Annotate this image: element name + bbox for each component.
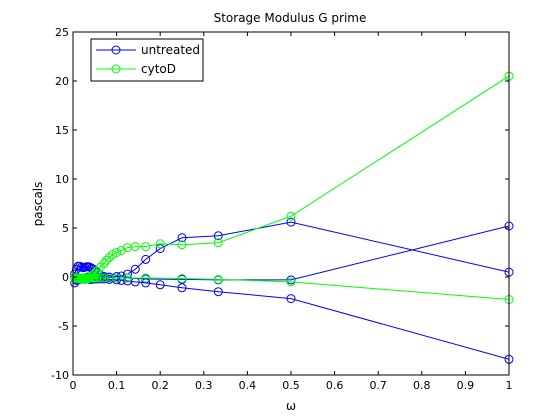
untreated-point <box>286 217 296 227</box>
untreated-point <box>155 244 165 254</box>
untreated-point <box>177 233 187 243</box>
cytod-point <box>116 246 126 255</box>
x-tick-label: 0.5 <box>282 379 300 392</box>
cytod-point <box>213 274 223 284</box>
y-tick-label: 0 <box>62 271 69 284</box>
x-tick-label: 0.4 <box>239 379 257 392</box>
axes-layer: 0 0.1 0.2 0.3 0.4 0.5 0.6 0.7 0.8 0.9 1 -10 -5 0 5 10 15… <box>51 26 512 392</box>
x-tick-label: 0 <box>70 379 77 392</box>
untreated-point <box>177 283 187 293</box>
cytod-point <box>112 273 122 283</box>
x-tick-label: 0.8 <box>413 379 431 392</box>
cytod-point <box>104 252 114 262</box>
y-tick-label: 15 <box>55 124 69 137</box>
plot-area <box>73 32 509 375</box>
legend-marker-untreated <box>111 45 121 55</box>
cytod-point <box>104 273 114 283</box>
untreated-point <box>286 294 296 304</box>
cytod-point <box>286 211 296 221</box>
cytod-point <box>102 255 111 265</box>
chart-title: Storage Modulus G prime <box>214 11 367 25</box>
x-tick-label: 0.9 <box>457 379 475 392</box>
legend-label-untreated: untreated <box>141 43 200 57</box>
untreated-point <box>141 254 151 264</box>
y-axis-label: pascals <box>31 182 45 227</box>
cytod-point <box>99 273 109 283</box>
data-layer <box>70 71 514 364</box>
cytod-point <box>141 273 151 283</box>
untreated-point <box>130 264 140 274</box>
legend: untreated cytoD <box>90 38 204 82</box>
legend-box <box>90 38 204 82</box>
untreated-point <box>116 275 126 285</box>
legend-label-cytod: cytoD <box>141 62 176 76</box>
x-tick-label: 0.6 <box>326 379 344 392</box>
cytod-point <box>286 277 296 287</box>
legend-entries: untreated cytoD <box>96 43 200 76</box>
y-tick-label: -5 <box>58 320 69 333</box>
y-tick-label: 10 <box>55 173 69 186</box>
cytod-point <box>177 240 187 250</box>
y-tick-label: -10 <box>51 369 69 382</box>
x-tick-label: 1 <box>506 379 513 392</box>
x-tick-label: 0.7 <box>369 379 387 392</box>
cytod-point <box>155 239 165 249</box>
x-axis-label: ω <box>286 399 296 413</box>
y-tick-label: 20 <box>55 75 69 88</box>
untreated-point <box>213 231 223 241</box>
untreated-point <box>155 280 165 290</box>
legend-marker-cytod <box>111 64 121 74</box>
x-tick-label: 0.3 <box>195 379 213 392</box>
cytod-point <box>130 242 140 252</box>
untreated-point <box>213 287 223 297</box>
cytod-point <box>95 273 105 283</box>
cytod-point <box>90 268 100 278</box>
y-tick-label: 25 <box>55 26 69 39</box>
cytod-point <box>123 273 132 283</box>
cytod-point <box>177 274 187 283</box>
cytod-point <box>99 258 109 268</box>
x-tick-label: 0.2 <box>151 379 169 392</box>
y-tick-label: 5 <box>62 222 69 235</box>
x-tick-label: 0.1 <box>108 379 126 392</box>
untreated-point <box>141 278 151 288</box>
cytod-point <box>112 248 122 257</box>
cytod-point <box>213 238 223 248</box>
cytod-point <box>92 273 102 283</box>
cytod-point <box>141 242 151 252</box>
